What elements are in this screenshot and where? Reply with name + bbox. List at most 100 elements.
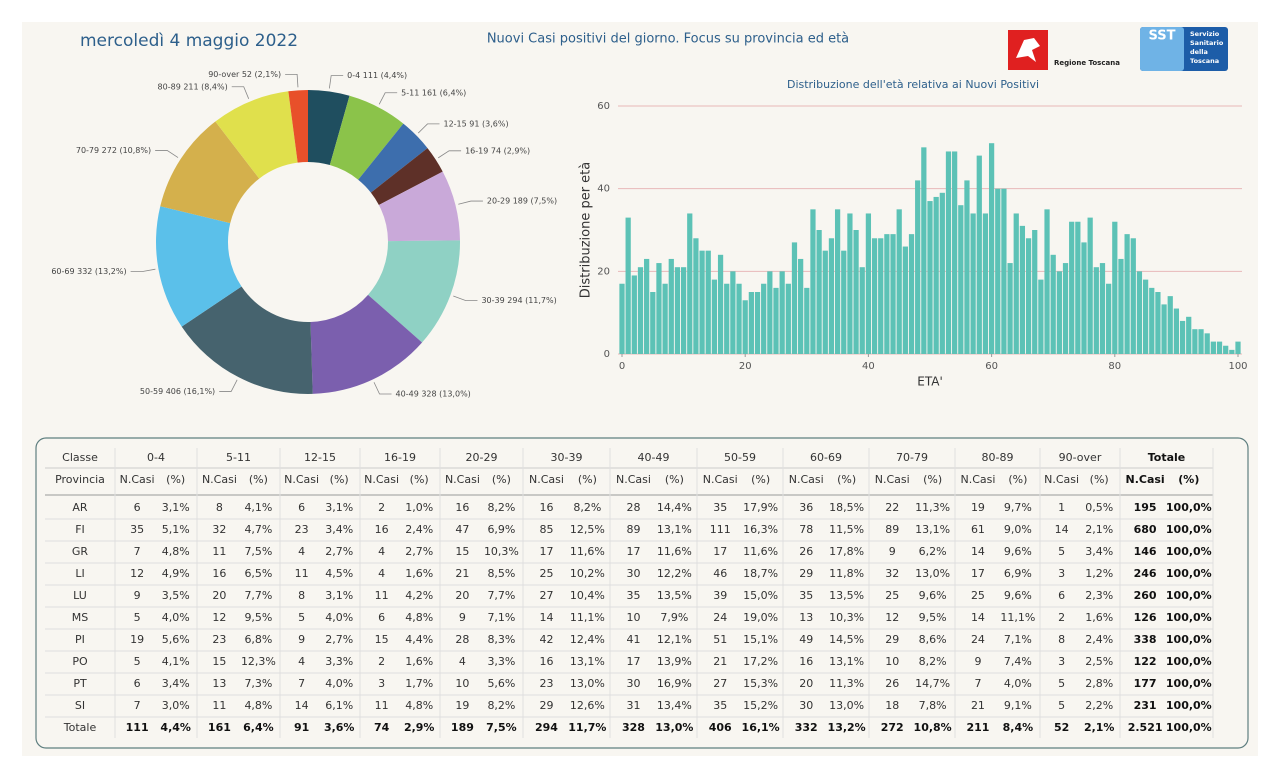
table-cell: 10,3% xyxy=(829,611,864,624)
table-cell: 4,4% xyxy=(405,633,433,646)
table-cell: 111 xyxy=(710,523,731,536)
table-cell: 7,9% xyxy=(660,611,688,624)
table-cell: 91 xyxy=(294,721,309,734)
table-cell: 6 xyxy=(378,611,385,624)
table-cell: 8 xyxy=(1058,633,1065,646)
table-cell: 7,7% xyxy=(244,589,272,602)
logo-sst: SST Servizio Sanitario della Toscana xyxy=(1140,27,1228,71)
column-header: N.Casi xyxy=(960,473,995,486)
bar xyxy=(902,246,908,354)
table-cell: 24 xyxy=(713,611,727,624)
table-cell: 13,4% xyxy=(657,699,692,712)
leader-line xyxy=(130,268,156,272)
table-cell: 4,8% xyxy=(405,611,433,624)
table-cell: 11,6% xyxy=(743,545,778,558)
column-header: (%) xyxy=(166,473,185,486)
table-cell: 13,2% xyxy=(828,721,866,734)
bar xyxy=(952,151,958,354)
slice-label: 12-15 91 (3,6%) xyxy=(443,119,508,128)
table-cell: 24 xyxy=(971,633,985,646)
table-cell: 10 xyxy=(455,677,469,690)
bar xyxy=(730,271,736,354)
bar xyxy=(976,155,982,354)
table-cell: 3,5% xyxy=(162,589,190,602)
column-group-header: 20-29 xyxy=(466,451,498,464)
table-cell: 14 xyxy=(971,545,985,558)
table-cell: 42 xyxy=(539,633,553,646)
bar xyxy=(1167,296,1173,354)
table-cell: 11,3% xyxy=(915,501,950,514)
table-cell: 17,2% xyxy=(743,655,778,668)
table-cell: 7,7% xyxy=(487,589,515,602)
table-cell: 5 xyxy=(1058,699,1065,712)
table-cell: 35 xyxy=(799,589,813,602)
x-tick-label: 80 xyxy=(1108,361,1121,372)
slice-label: 90-over 52 (2,1%) xyxy=(208,70,281,79)
table-cell: 4,8% xyxy=(244,699,272,712)
bar xyxy=(668,258,674,354)
table-cell: 12 xyxy=(885,611,899,624)
donut-slice xyxy=(215,91,298,179)
column-group-header: Classe xyxy=(62,451,98,464)
table-cell: 10,2% xyxy=(570,567,605,580)
table-cell: 406 xyxy=(709,721,732,734)
bar xyxy=(1087,217,1093,354)
table-cell: 177 xyxy=(1134,677,1157,690)
bar xyxy=(859,267,865,354)
donut-slice xyxy=(329,95,404,180)
bar xyxy=(724,283,730,354)
table-cell: 16 xyxy=(799,655,813,668)
leader-line xyxy=(378,92,398,105)
table-cell: 3,1% xyxy=(325,501,353,514)
table-cell: 26 xyxy=(799,545,813,558)
table-cell: 10,4% xyxy=(570,589,605,602)
bar xyxy=(785,283,791,354)
table-cell: 100,0% xyxy=(1166,633,1212,646)
bar xyxy=(779,271,785,354)
table-cell: 17,8% xyxy=(829,545,864,558)
y-tick-label: 20 xyxy=(597,266,610,277)
table-cell: 7,1% xyxy=(1004,633,1032,646)
table-cell: 19 xyxy=(455,699,469,712)
chart-title: Distribuzione dell'età relativa ai Nuovi… xyxy=(787,78,1039,91)
bar xyxy=(1007,263,1013,354)
table-cell: 8,3% xyxy=(487,633,515,646)
table-cell: 189 xyxy=(451,721,474,734)
table-cell: 13,0% xyxy=(829,699,864,712)
x-tick-label: 40 xyxy=(862,361,875,372)
slice-label: 50-59 406 (16,1%) xyxy=(140,387,215,396)
column-group-header: 30-39 xyxy=(551,451,583,464)
table-cell: 17,9% xyxy=(743,501,778,514)
bar xyxy=(988,143,995,354)
table-cell: 9 xyxy=(889,545,896,558)
table-cell: 680 xyxy=(1134,523,1157,536)
table-cell: 17 xyxy=(626,545,640,558)
table-cell: 78 xyxy=(799,523,813,536)
table-cell: 10,8% xyxy=(914,721,952,734)
bar xyxy=(705,250,711,354)
table-cell: 51 xyxy=(713,633,727,646)
table-cell: 12 xyxy=(130,567,144,580)
table-cell: 2,3% xyxy=(1085,589,1113,602)
table-cell: PI xyxy=(75,633,85,646)
table-cell: 19,0% xyxy=(743,611,778,624)
bar xyxy=(656,263,662,354)
logo-sst-line: Sanitario xyxy=(1190,39,1224,47)
table-cell: 4 xyxy=(298,655,305,668)
donut-slice xyxy=(358,123,428,193)
table-cell: 9,0% xyxy=(1004,523,1032,536)
table-cell: 13 xyxy=(212,677,226,690)
column-group-header: 50-59 xyxy=(724,451,756,464)
table-cell: 19 xyxy=(130,633,144,646)
column-header: N.Casi xyxy=(875,473,910,486)
table-cell: 4,1% xyxy=(162,655,190,668)
table-cell: 17 xyxy=(539,545,553,558)
table-cell: 10,3% xyxy=(484,545,519,558)
table-cell: 7 xyxy=(298,677,305,690)
table-cell: 4 xyxy=(378,567,385,580)
logo-sst-line: della xyxy=(1190,48,1208,56)
table-cell: 2,4% xyxy=(405,523,433,536)
table-cell: 9,7% xyxy=(1004,501,1032,514)
table-cell: 1,0% xyxy=(405,501,433,514)
table-cell: 11,3% xyxy=(829,677,864,690)
